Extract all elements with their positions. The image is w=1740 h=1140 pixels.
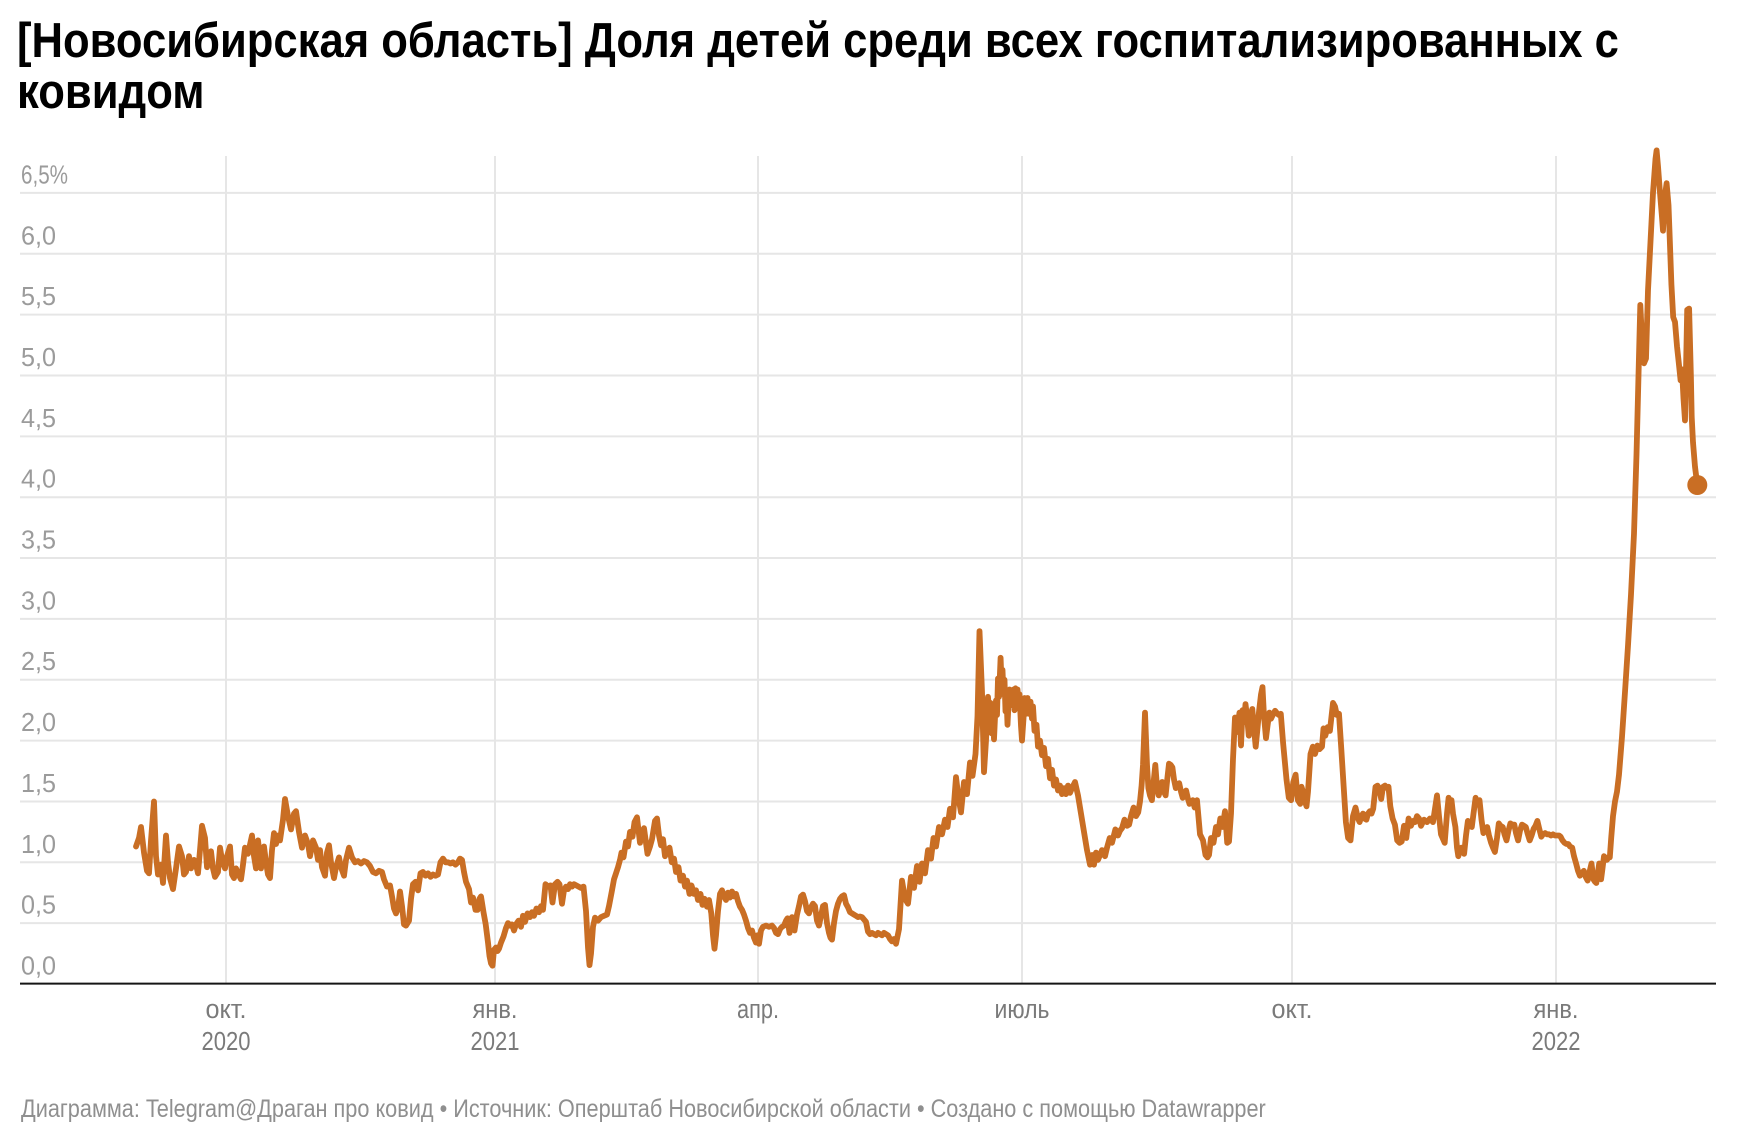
svg-text:4,0: 4,0 (21, 466, 56, 494)
svg-text:3,0: 3,0 (21, 587, 56, 615)
svg-text:окт.: окт. (1272, 996, 1313, 1024)
svg-text:июль: июль (995, 996, 1050, 1024)
svg-text:апр.: апр. (737, 996, 779, 1024)
svg-text:3,5: 3,5 (21, 527, 56, 555)
svg-text:янв.: янв. (473, 996, 518, 1024)
svg-text:6,5%: 6,5% (21, 161, 68, 189)
svg-text:2,0: 2,0 (21, 709, 56, 737)
svg-text:1,0: 1,0 (21, 831, 56, 859)
svg-text:окт.: окт. (206, 996, 247, 1024)
svg-text:6,0: 6,0 (21, 222, 56, 250)
svg-text:0,5: 0,5 (21, 892, 56, 920)
svg-text:0,0: 0,0 (21, 953, 56, 981)
svg-text:2,5: 2,5 (21, 648, 56, 676)
svg-text:4,5: 4,5 (21, 405, 56, 433)
svg-text:1,5: 1,5 (21, 770, 56, 798)
svg-text:5,0: 5,0 (21, 344, 56, 372)
svg-text:2022: 2022 (1532, 1028, 1581, 1056)
svg-text:5,5: 5,5 (21, 283, 56, 311)
svg-text:янв.: янв. (1534, 996, 1579, 1024)
svg-text:2021: 2021 (471, 1028, 520, 1056)
svg-text:2020: 2020 (202, 1028, 251, 1056)
